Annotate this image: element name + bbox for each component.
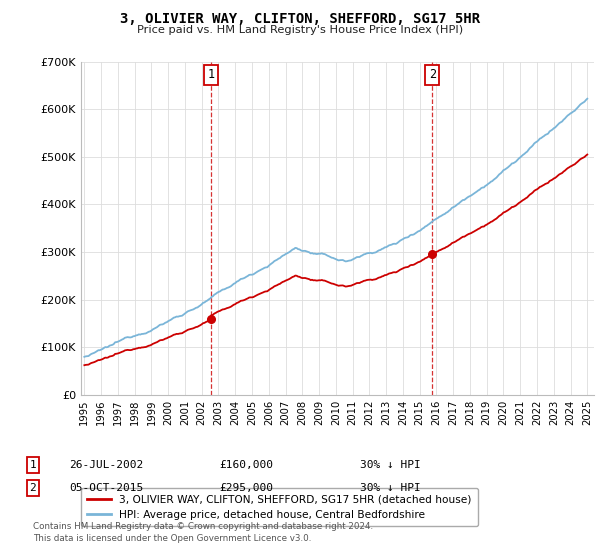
Text: This data is licensed under the Open Government Licence v3.0.: This data is licensed under the Open Gov… — [33, 534, 311, 543]
Text: 2: 2 — [29, 483, 37, 493]
Text: 30% ↓ HPI: 30% ↓ HPI — [360, 460, 421, 470]
Text: 05-OCT-2015: 05-OCT-2015 — [69, 483, 143, 493]
Text: Price paid vs. HM Land Registry's House Price Index (HPI): Price paid vs. HM Land Registry's House … — [137, 25, 463, 35]
Text: 1: 1 — [208, 68, 215, 81]
Text: Contains HM Land Registry data © Crown copyright and database right 2024.: Contains HM Land Registry data © Crown c… — [33, 522, 373, 531]
Text: 2: 2 — [429, 68, 436, 81]
Text: £160,000: £160,000 — [219, 460, 273, 470]
Legend: 3, OLIVIER WAY, CLIFTON, SHEFFORD, SG17 5HR (detached house), HPI: Average price: 3, OLIVIER WAY, CLIFTON, SHEFFORD, SG17 … — [81, 488, 478, 526]
Text: 1: 1 — [29, 460, 37, 470]
Text: 30% ↓ HPI: 30% ↓ HPI — [360, 483, 421, 493]
Text: 26-JUL-2002: 26-JUL-2002 — [69, 460, 143, 470]
Text: 3, OLIVIER WAY, CLIFTON, SHEFFORD, SG17 5HR: 3, OLIVIER WAY, CLIFTON, SHEFFORD, SG17 … — [120, 12, 480, 26]
Text: £295,000: £295,000 — [219, 483, 273, 493]
